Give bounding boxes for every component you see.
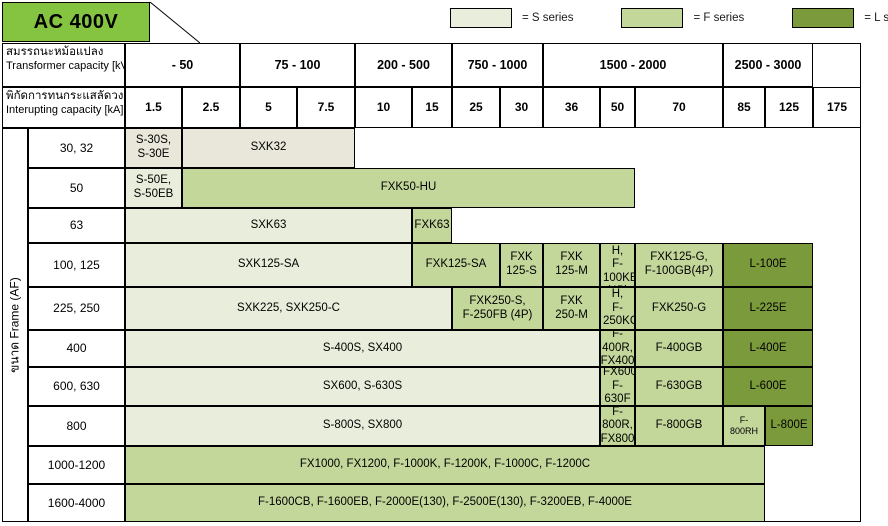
row-label-frame: 100, 125: [28, 243, 125, 287]
table-cell-breaker-model: FXK125-G, F-100GB(4P): [635, 243, 723, 287]
header-interrupting-value: 25: [452, 87, 500, 128]
table-cell-breaker-model: F-630GB: [635, 367, 723, 406]
corner-diagonal-divider: [150, 2, 200, 43]
color-swatch-icon: [621, 8, 684, 28]
table-cell-breaker-model: L-600E: [723, 367, 813, 406]
voltage-title-box: AC 400V: [2, 2, 150, 42]
row-label-frame: 800: [28, 406, 125, 446]
table-cell-breaker-model: FX600,F-630F: [600, 367, 635, 406]
table-cell-breaker-model: FXK 125-S: [500, 243, 543, 287]
table-cell-breaker-model: FXK125-SA: [412, 243, 500, 287]
legend-item-l-series: = L series: [792, 8, 888, 28]
table-cell-breaker-model: S-50E, S-50EB: [125, 168, 182, 208]
row-label-frame: 50: [28, 168, 125, 208]
interrupting-capacity-label-en: Interupting capacity [kA](sym): [6, 103, 124, 116]
transformer-capacity-label-th: สมรรถนะหม้อแปลง: [6, 46, 104, 58]
row-label-frame: 63: [28, 208, 125, 243]
header-transformer-group: - 50: [125, 43, 240, 87]
table-cell-breaker-model: SX600, S-630S: [125, 367, 600, 406]
header-interrupting-value: 15: [412, 87, 452, 128]
table-cell-breaker-model: FXK 125-M: [543, 243, 600, 287]
table-cell-breaker-model: FXK250-S, F-250FB (4P): [452, 287, 543, 330]
header-interrupting-value: 125: [765, 87, 813, 128]
series-legend: = S series = F series = L series: [450, 8, 888, 28]
interrupting-capacity-label-th: พิกัดการทนกระแสลัดวงจร: [6, 90, 125, 102]
row-label-frame: 30, 32: [28, 128, 125, 168]
table-cell-breaker-model: F-800GB: [635, 406, 723, 446]
breaker-selection-table: สมรรถนะหม้อแปลง Transformer capacity [kVA…: [2, 43, 862, 523]
header-transformer-group: 75 - 100: [240, 43, 355, 87]
table-cell-breaker-model: FXK63: [412, 208, 452, 243]
row-label-frame: 1000-1200: [28, 446, 125, 484]
color-swatch-icon: [450, 8, 512, 28]
table-cell-breaker-model: S-400S, SX400: [125, 330, 600, 367]
frame-axis-label: ขนาด Frame (AF): [2, 128, 28, 522]
header-interrupting-value: 175: [813, 87, 861, 128]
table-cell-breaker-model: F-1600CB, F-1600EB, F-2000E(130), F-2500…: [125, 484, 765, 522]
header-interrupting-value: 30: [500, 87, 543, 128]
header-interrupting-value: 50: [600, 87, 635, 128]
header-transformer-group: 1500 - 2000: [543, 43, 723, 87]
header-transformer-group: 750 - 1000: [452, 43, 543, 87]
header-transformer-capacity: สมรรถนะหม้อแปลง Transformer capacity [kVA…: [2, 43, 125, 87]
table-cell-breaker-model: L-400E: [723, 330, 813, 367]
legend-item-f-series: = F series: [621, 8, 744, 28]
header-interrupting-value: 85: [723, 87, 765, 128]
table-cell-breaker-model: L-800E: [765, 406, 813, 446]
table-cell-breaker-model: SXK63: [125, 208, 412, 243]
header-interrupting-value: 7.5: [297, 87, 355, 128]
header-interrupting-value: 10: [355, 87, 412, 128]
table-cell-breaker-model: SXK225, SXK250-C: [125, 287, 452, 330]
header-interrupting-value: 2.5: [182, 87, 240, 128]
color-swatch-icon: [792, 8, 855, 28]
table-cell-breaker-model: F-800R, FX800: [600, 406, 635, 446]
legend-item-s-series: = S series: [450, 8, 573, 28]
table-cell-breaker-model: SXK32: [182, 128, 355, 168]
table-cell-breaker-model: F-400R, FX400: [600, 330, 635, 367]
table-cell-breaker-model: FXK250-G: [635, 287, 723, 330]
header-transformer-group: 200 - 500: [355, 43, 452, 87]
header-transformer-group: 2500 - 3000: [723, 43, 813, 87]
row-label-frame: 600, 630: [28, 367, 125, 406]
transformer-capacity-label-en: Transformer capacity [kVA]: [6, 59, 125, 72]
header-interrupting-value: 70: [635, 87, 723, 128]
table-cell-breaker-model: FXK 250-M: [543, 287, 600, 330]
header-interrupting-value: 1.5: [125, 87, 182, 128]
table-cell-breaker-model: S-800S, SX800: [125, 406, 600, 446]
legend-label-f-series: = F series: [693, 12, 745, 24]
legend-label-l-series: = L series: [864, 12, 888, 24]
table-cell-breaker-model: FXK250-H,F-250KC (4P): [600, 287, 635, 330]
header-interrupting-value: 36: [543, 87, 600, 128]
page-title: AC 400V: [33, 10, 119, 33]
table-cell-breaker-model: SXK125-SA: [125, 243, 412, 287]
table-cell-breaker-model: S-30S, S-30E: [125, 128, 182, 168]
table-cell-breaker-model: FXK50-HU: [182, 168, 635, 208]
row-label-frame: 225, 250: [28, 287, 125, 330]
header-interrupting-capacity: พิกัดการทนกระแสลัดวงจร Interupting capaci…: [2, 87, 125, 128]
legend-label-s-series: = S series: [522, 12, 574, 24]
table-cell-breaker-model: FX1000, FX1200, F-1000K, F-1200K, F-1000…: [125, 446, 765, 484]
table-cell-breaker-model: FXK125-H,F-100KB (4P): [600, 243, 635, 287]
table-cell-breaker-model: F-400GB: [635, 330, 723, 367]
table-cell-breaker-model: L-225E: [723, 287, 813, 330]
table-cell-breaker-model: L-100E: [723, 243, 813, 287]
table-cell-breaker-model: F-800RH: [723, 406, 765, 446]
row-label-frame: 1600-4000: [28, 484, 125, 522]
row-label-frame: 400: [28, 330, 125, 367]
header-interrupting-value: 5: [240, 87, 297, 128]
